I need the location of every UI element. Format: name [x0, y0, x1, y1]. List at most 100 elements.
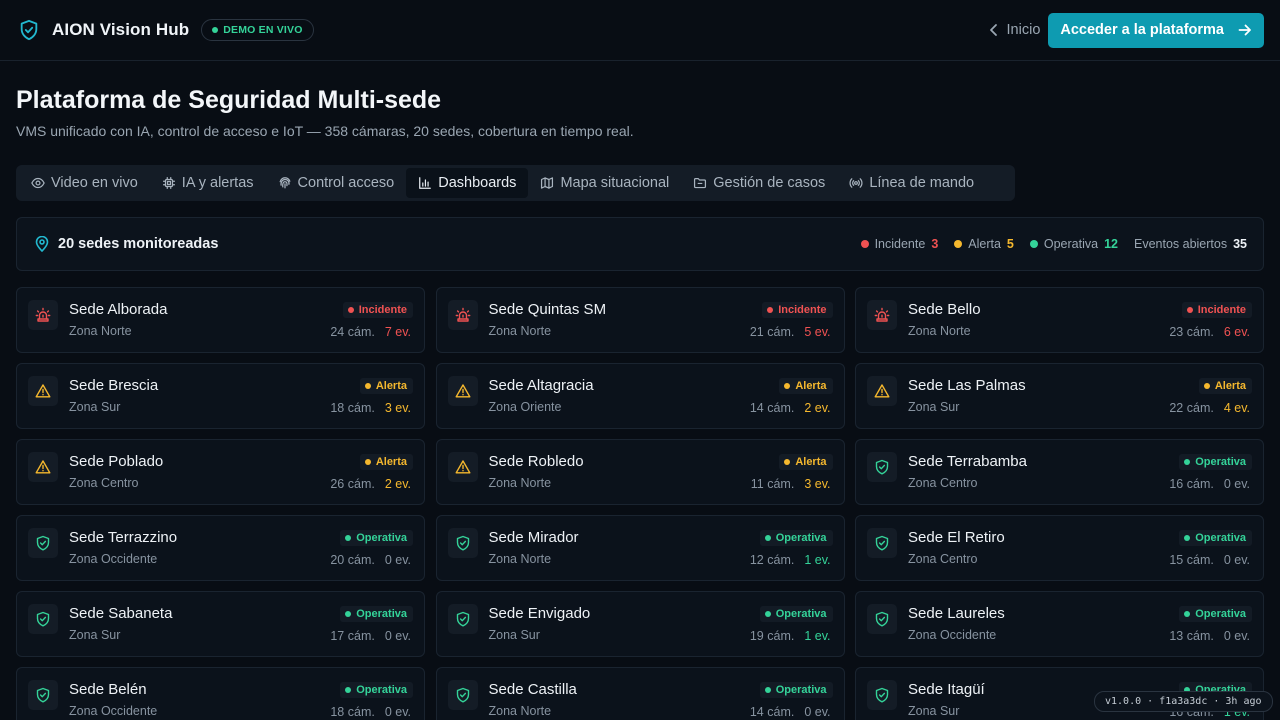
status-dot-icon	[954, 240, 963, 248]
shield-check-icon	[875, 687, 889, 703]
site-card[interactable]: Sede Envigado Zona Sur Operativa 19 cám. 1 e…	[435, 591, 845, 657]
site-card[interactable]: Sede Terrabamba Zona Centro Operativa 16 cá…	[855, 439, 1264, 505]
site-zone: Zona Norte	[488, 324, 552, 338]
legend-count: 3	[931, 237, 939, 251]
status-dot-icon	[1184, 687, 1191, 693]
site-card[interactable]: Sede Alborada Zona Norte Incidente 24 cám. 7…	[16, 287, 425, 353]
tab-cpu[interactable]: IA y alertas	[150, 168, 266, 198]
site-card[interactable]: Sede Terrazzino Zona Occidente Operativa 20…	[16, 515, 425, 581]
top-bar: AION Vision Hub DEMO EN VIVO Inicio Acce…	[0, 0, 1280, 61]
status-dot-icon	[345, 535, 352, 541]
site-card[interactable]: Sede Bello Zona Norte Incidente 23 cám. 6 ev…	[855, 287, 1264, 353]
site-status-icon	[447, 604, 478, 634]
site-zone: Zona Centro	[69, 476, 139, 490]
camera-count: 21 cám.	[749, 325, 795, 339]
status-badge: Operativa	[759, 682, 833, 698]
bar-chart-icon	[419, 177, 432, 189]
status-badge: Incidente	[1181, 302, 1252, 318]
status-badge: Operativa	[1179, 606, 1252, 622]
site-card[interactable]: Sede Laureles Zona Occidente Operativa 13 c…	[855, 591, 1264, 657]
site-card[interactable]: Sede Mirador Zona Norte Operativa 12 cám. 1 …	[435, 515, 845, 581]
status-label: Operativa	[356, 608, 407, 620]
status-dot-icon	[1184, 611, 1191, 617]
status-dot-icon	[860, 240, 869, 248]
site-zone: Zona Norte	[908, 324, 971, 338]
status-badge: Alerta	[359, 454, 413, 470]
status-badge: Operativa	[1179, 454, 1252, 470]
site-name: Sede El Retiro	[908, 529, 1005, 546]
status-label: Operativa	[1195, 608, 1246, 620]
site-card[interactable]: Sede Sabaneta Zona Sur Operativa 17 cám. 0 e…	[16, 591, 425, 657]
site-card[interactable]: Sede Poblado Zona Centro Alerta 26 cám. 2 ev…	[16, 439, 425, 505]
event-count: 2 ev.	[804, 401, 831, 415]
warning-triangle-icon	[35, 460, 51, 474]
tab-broadcast[interactable]: Línea de mando	[837, 168, 986, 198]
site-status-icon	[867, 680, 897, 710]
site-zone: Zona Norte	[488, 552, 552, 566]
site-name: Sede Quintas SM	[488, 301, 607, 318]
tab-map[interactable]: Mapa situacional	[528, 168, 681, 198]
legend-ok: Operativa 12	[1029, 237, 1118, 251]
access-platform-button[interactable]: Acceder a la plataforma	[1048, 12, 1264, 48]
site-zone: Zona Norte	[488, 476, 552, 490]
status-dot-icon	[347, 307, 354, 313]
camera-count: 26 cám.	[330, 477, 375, 491]
site-name: Sede Terrabamba	[908, 453, 1027, 470]
site-card[interactable]: Sede Belén Zona Occidente Operativa 18 cám.…	[16, 667, 425, 720]
status-dot-icon	[767, 307, 774, 313]
site-card[interactable]: Sede Brescia Zona Sur Alerta 18 cám. 3 ev.	[16, 363, 425, 429]
legend-count: 12	[1104, 237, 1118, 251]
cpu-icon	[162, 176, 175, 190]
status-dot-icon	[764, 535, 771, 541]
status-dot-icon	[784, 459, 791, 465]
site-card[interactable]: Sede Robledo Zona Norte Alerta 11 cám. 3 ev.	[435, 439, 845, 505]
tab-fingerprint[interactable]: Control acceso	[266, 168, 407, 198]
tab-folder[interactable]: Gestión de casos	[681, 168, 837, 198]
brand[interactable]: AION Vision Hub DEMO EN VIVO	[18, 19, 314, 41]
status-label: Operativa	[356, 532, 407, 544]
shield-check-icon	[36, 687, 50, 703]
status-badge: Incidente	[342, 302, 413, 318]
site-zone: Zona Centro	[908, 552, 978, 566]
status-badge: Incidente	[762, 302, 833, 318]
site-name: Sede Las Palmas	[908, 377, 1026, 394]
site-card[interactable]: Sede Las Palmas Zona Sur Alerta 22 cám. 4 ev…	[855, 363, 1264, 429]
site-zone: Zona Centro	[908, 476, 978, 490]
status-label: Alerta	[1214, 380, 1246, 392]
tab-label: Línea de mando	[869, 175, 975, 191]
site-card[interactable]: Sede Quintas SM Zona Norte Incidente 21 cám…	[435, 287, 845, 353]
feature-tabs: Video en vivo IA y alertas Control acceso D…	[16, 165, 1015, 201]
shield-check-icon	[456, 535, 469, 551]
camera-count: 15 cám.	[1169, 553, 1214, 567]
status-badge: Alerta	[779, 454, 833, 470]
site-card[interactable]: Sede El Retiro Zona Centro Operativa 15 cám…	[855, 515, 1264, 581]
site-name: Sede Bello	[908, 301, 981, 318]
site-zone: Zona Sur	[69, 400, 121, 414]
camera-count: 16 cám.	[1169, 477, 1214, 491]
back-home-link[interactable]: Inicio	[989, 22, 1040, 38]
site-status-icon	[447, 680, 478, 710]
tab-label: Control acceso	[297, 175, 395, 191]
camera-count: 22 cám.	[1169, 401, 1214, 415]
site-card[interactable]: Sede Altagracia Zona Oriente Alerta 14 cám.…	[435, 363, 845, 429]
live-badge: DEMO EN VIVO	[201, 19, 314, 41]
tab-bar-chart[interactable]: Dashboards	[406, 168, 529, 198]
event-count: 0 ev.	[1223, 553, 1250, 567]
status-label: Incidente	[1197, 304, 1246, 316]
site-card[interactable]: Sede Castilla Zona Norte Operativa 14 cám. 0…	[435, 667, 845, 720]
shield-check-icon	[875, 611, 889, 627]
site-status-icon	[447, 300, 478, 330]
status-label: Operativa	[1195, 456, 1246, 468]
event-count: 3 ev.	[384, 401, 411, 415]
status-dot-icon	[1184, 459, 1191, 465]
legend-label: Incidente	[874, 237, 926, 251]
status-dot-icon	[1029, 240, 1038, 248]
shield-check-icon	[36, 611, 50, 627]
tab-eye[interactable]: Video en vivo	[19, 168, 150, 198]
event-count: 1 ev.	[804, 553, 831, 567]
site-name: Sede Belén	[69, 681, 147, 698]
shield-check-icon	[36, 535, 50, 551]
status-badge: Alerta	[1198, 378, 1252, 394]
status-dot-icon	[1186, 307, 1193, 313]
site-name: Sede Poblado	[69, 453, 164, 470]
